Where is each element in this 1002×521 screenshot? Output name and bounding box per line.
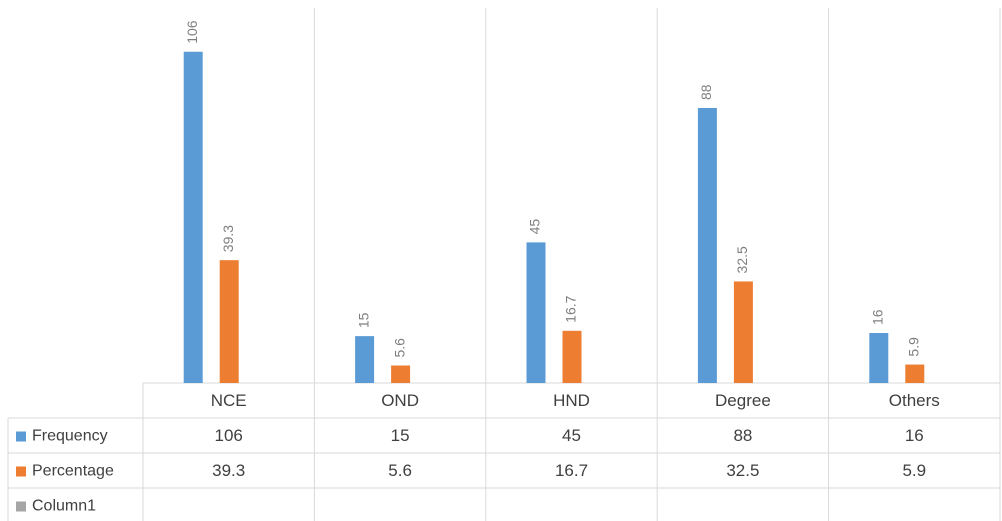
legend-label: Frequency — [32, 428, 108, 445]
table-cell: 32.5 — [726, 461, 759, 480]
table-cell: 88 — [733, 426, 752, 445]
data-label: 5.9 — [906, 337, 922, 357]
bar — [526, 242, 546, 383]
table-cell: 15 — [391, 426, 410, 445]
x-tick-label: Degree — [715, 391, 771, 410]
legend-key — [16, 501, 26, 512]
table-cell: 5.6 — [388, 461, 412, 480]
bar — [733, 281, 753, 383]
table-cell: 16.7 — [555, 461, 588, 480]
bar — [869, 333, 889, 383]
data-label: 106 — [184, 20, 200, 44]
data-label: 5.6 — [391, 338, 407, 358]
bar — [391, 365, 411, 383]
x-tick-label: NCE — [211, 391, 247, 410]
data-label: 16 — [870, 309, 886, 325]
data-label: 32.5 — [734, 246, 750, 273]
table-cell: 16 — [905, 426, 924, 445]
x-tick-label: HND — [553, 391, 590, 410]
table-cell: 106 — [215, 426, 243, 445]
legend-key — [16, 466, 26, 477]
bar — [697, 108, 717, 383]
data-label: 88 — [698, 84, 714, 100]
x-tick-label: Others — [889, 391, 940, 410]
legend-label: Column1 — [32, 498, 96, 515]
x-tick-label: OND — [381, 391, 419, 410]
legend-key — [16, 431, 26, 442]
bar — [355, 336, 375, 383]
bar — [905, 364, 925, 383]
table-cell: 45 — [562, 426, 581, 445]
bar — [562, 330, 582, 383]
legend-label: Percentage — [32, 463, 114, 480]
bar — [219, 260, 239, 383]
table-cell: 39.3 — [212, 461, 245, 480]
data-label: 16.7 — [563, 295, 579, 322]
data-label: 45 — [527, 219, 543, 235]
table-cell: 5.9 — [902, 461, 926, 480]
data-label: 15 — [355, 312, 371, 328]
bar — [183, 51, 203, 383]
data-label: 39.3 — [220, 225, 236, 252]
